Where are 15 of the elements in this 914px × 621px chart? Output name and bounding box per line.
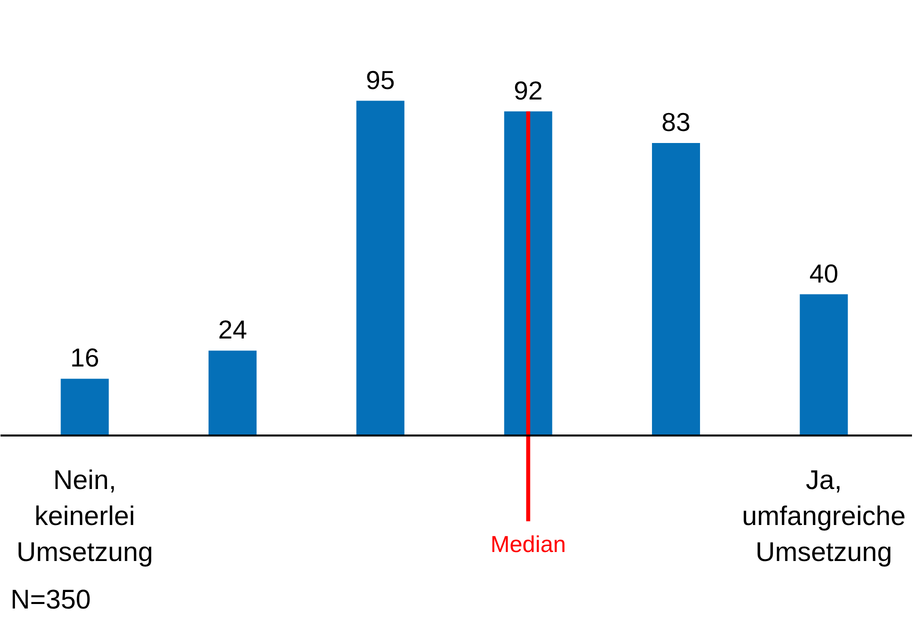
bar <box>800 294 848 436</box>
data-label: 24 <box>218 314 248 345</box>
data-label: 92 <box>514 75 543 106</box>
x-tick-label: Nein, keinerlei Umsetzung <box>16 465 154 568</box>
data-label: 40 <box>809 258 838 288</box>
bar <box>208 350 257 436</box>
data-label: 16 <box>70 342 100 373</box>
x-tick-label: Ja, umfangreiche Umsetzung <box>742 465 906 568</box>
data-label: 83 <box>662 106 690 137</box>
text: N=350 <box>10 584 91 614</box>
bar <box>356 100 404 436</box>
bar <box>652 142 700 436</box>
data-label: 95 <box>366 64 395 95</box>
text: Median <box>490 531 566 558</box>
bar <box>60 378 109 436</box>
